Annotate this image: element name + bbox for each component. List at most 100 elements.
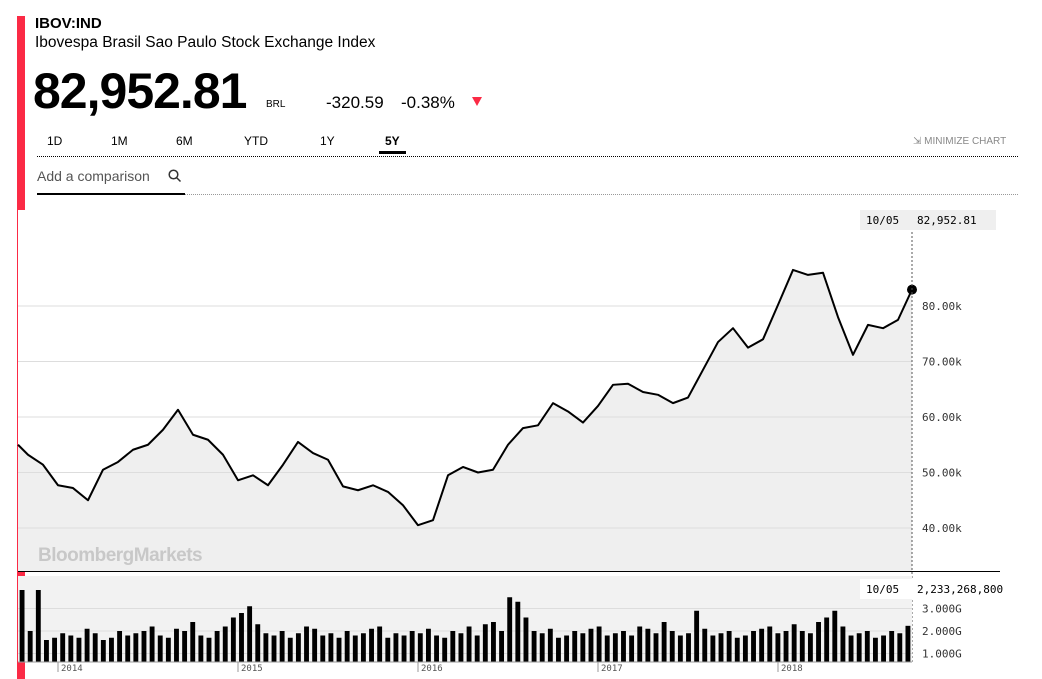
volume-bar — [596, 626, 602, 662]
volume-bar — [360, 633, 366, 662]
x-tick-label: 2018 — [781, 664, 803, 674]
volume-bar — [547, 628, 553, 662]
last-price: 82,952.81 — [33, 63, 247, 119]
volume-bar — [848, 635, 854, 662]
volume-bar — [279, 631, 285, 662]
volume-bar — [44, 640, 49, 662]
volume-bar — [60, 633, 66, 662]
currency: BRL — [266, 99, 286, 110]
volume-bar — [165, 637, 171, 662]
volume-bar — [255, 624, 261, 662]
volume-bar — [637, 626, 643, 662]
volume-bar — [767, 626, 773, 662]
volume-bar — [612, 633, 618, 662]
volume-bar — [320, 635, 326, 662]
volume-bar — [214, 631, 220, 662]
volume-bar — [702, 628, 708, 662]
volume-bar — [385, 637, 391, 662]
volume-bar — [92, 633, 98, 662]
volume-tick-label: 2.000G — [922, 625, 962, 638]
volume-bar — [100, 640, 106, 662]
volume-tooltip — [860, 579, 1020, 599]
tab-1d[interactable]: 1D — [47, 134, 63, 148]
volume-bar — [515, 601, 521, 662]
volume-bar — [783, 631, 789, 662]
price-tooltip — [860, 210, 996, 230]
volume-bar — [677, 635, 683, 662]
volume-bar — [572, 631, 578, 662]
price-change: -320.59 — [326, 93, 384, 112]
volume-bar — [458, 633, 464, 662]
volume-bar — [775, 633, 781, 662]
volume-bar — [816, 622, 821, 662]
tooltip-value: 82,952.81 — [917, 214, 977, 227]
volume-bar — [295, 633, 301, 662]
x-tick-label: 2017 — [601, 664, 623, 674]
volume-bar — [206, 637, 212, 662]
ticker-symbol: IBOV:IND — [35, 15, 102, 32]
index-name: Ibovespa Brasil Sao Paulo Stock Exchange… — [35, 34, 376, 51]
volume-bar — [759, 628, 765, 662]
volume-bar — [742, 635, 748, 662]
volume-bar — [409, 631, 415, 662]
volume-bar — [68, 635, 74, 662]
volume-bar — [726, 631, 732, 662]
volume-bar — [531, 631, 537, 662]
volume-bar — [271, 635, 277, 662]
volume-tooltip-date: 10/05 — [866, 583, 899, 596]
volume-bar — [466, 626, 472, 662]
volume-bar — [661, 622, 667, 662]
volume-bar — [881, 635, 886, 662]
volume-bar — [247, 606, 253, 662]
volume-bar — [482, 624, 488, 662]
divider — [185, 194, 1018, 195]
volume-bar — [694, 610, 700, 662]
volume-bar — [588, 628, 594, 662]
volume-bar — [230, 617, 236, 662]
tab-ytd[interactable]: YTD — [244, 134, 268, 148]
volume-bar — [109, 637, 114, 662]
volume-bar — [425, 628, 431, 662]
volume-bar — [401, 635, 407, 662]
triangle-down-icon — [472, 97, 482, 106]
y-tick-label: 40.00k — [922, 522, 962, 535]
tooltip-date: 10/05 — [866, 214, 899, 227]
volume-bar — [222, 626, 228, 662]
volume-bar — [149, 626, 155, 662]
volume-bar — [734, 637, 740, 662]
volume-bar — [344, 631, 350, 662]
tab-1y[interactable]: 1Y — [320, 134, 335, 148]
volume-bar — [856, 633, 862, 662]
volume-bar — [190, 622, 196, 662]
volume-bar — [117, 631, 123, 662]
tab-1m[interactable]: 1M — [111, 134, 128, 148]
volume-bar — [905, 625, 911, 662]
minimize-chart-button[interactable]: ⇲ MINIMIZE CHART — [913, 136, 1006, 147]
x-tick-label: 2014 — [61, 664, 83, 674]
volume-bar — [157, 635, 163, 662]
comparison-placeholder: Add a comparison — [37, 168, 150, 184]
x-tick-label: 2016 — [421, 664, 443, 674]
volume-bar — [417, 633, 423, 662]
volume-bar — [872, 637, 878, 662]
comparison-input[interactable]: Add a comparison — [37, 167, 185, 195]
volume-bar — [499, 631, 505, 662]
volume-bar — [840, 626, 846, 662]
volume-bar — [807, 633, 813, 662]
tab-5y[interactable]: 5Y — [379, 134, 406, 154]
volume-bar — [76, 637, 82, 662]
price-change-pct: -0.38% — [401, 93, 455, 112]
volume-bar — [580, 633, 586, 662]
volume-bar — [621, 631, 626, 662]
tab-6m[interactable]: 6M — [176, 134, 193, 148]
volume-bar — [312, 628, 318, 662]
volume-bar — [718, 633, 724, 662]
divider — [37, 156, 1018, 157]
volume-bar — [84, 628, 90, 662]
volume-bar — [450, 631, 456, 662]
volume-bar — [799, 631, 805, 662]
volume-bar — [491, 622, 496, 662]
volume-bar — [52, 637, 58, 662]
volume-bar — [434, 635, 439, 662]
volume-bar — [897, 633, 903, 662]
